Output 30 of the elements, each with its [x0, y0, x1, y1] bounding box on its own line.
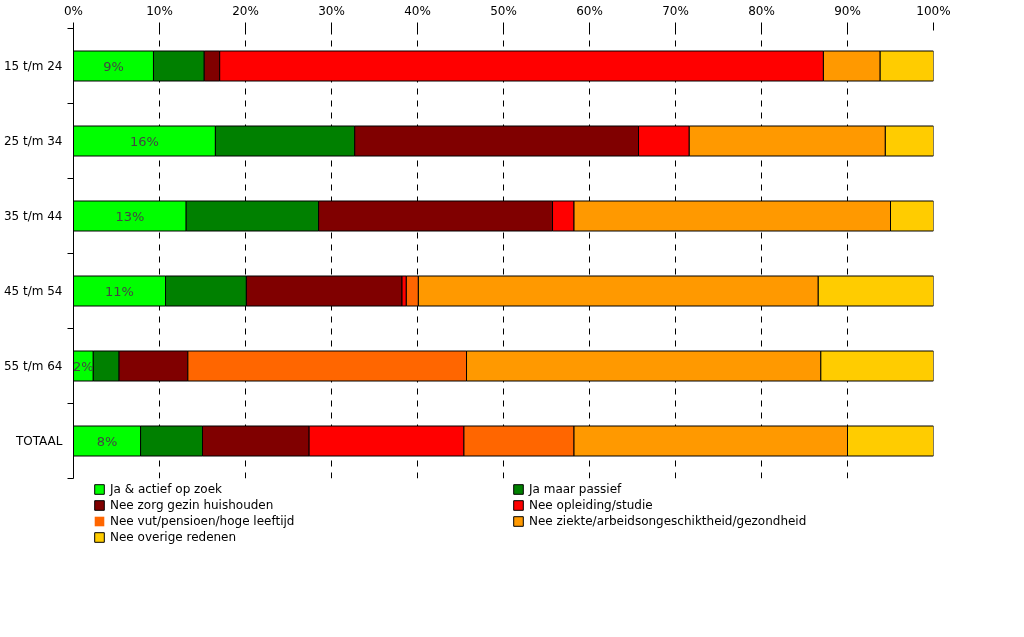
data-label: 8%	[96, 433, 118, 449]
data-label: 11%	[105, 283, 134, 299]
x-tick-label: 40%	[404, 3, 431, 18]
y-tick-label: 35 t/m 44	[3, 209, 63, 223]
x-tick-label: 70%	[662, 3, 689, 18]
legend-label: Nee overige redenen	[110, 530, 238, 544]
y-tick-label: 25 t/m 34	[3, 134, 63, 148]
x-tick-label: 50%	[490, 3, 517, 18]
legend-label: Ja maar passief	[529, 482, 623, 496]
legend-label: Nee ziekte/arbeidsongeschiktheid/gezondheid	[529, 514, 808, 528]
x-tick-label: 0%	[63, 3, 84, 18]
y-tick-label: 45 t/m 54	[3, 284, 63, 298]
legend-label: Nee opleiding/studie	[529, 498, 654, 512]
y-tick-label: 15 t/m 24	[3, 59, 63, 73]
y-tick-label: 55 t/m 64	[3, 359, 63, 373]
legend-label: Ja & actief op zoek	[110, 482, 224, 496]
x-tick-label: 90%	[834, 3, 861, 18]
data-label: 16%	[130, 133, 159, 149]
legend-label: Nee vut/pensioen/hoge leeftijd	[110, 514, 296, 528]
x-tick-label: 30%	[318, 3, 345, 18]
x-tick-label: 10%	[146, 3, 173, 18]
data-label: 13%	[115, 208, 145, 224]
data-label: 9%	[103, 58, 124, 74]
data-label: 2%	[73, 358, 94, 374]
x-tick-label: 60%	[576, 3, 603, 18]
y-tick-label: TOTAAL	[14, 434, 63, 448]
legend-label: Nee zorg gezin huishouden	[110, 498, 275, 512]
x-tick-label: 80%	[748, 3, 775, 18]
x-tick-label: 20%	[232, 3, 259, 18]
x-tick-label: 100%	[916, 3, 951, 18]
